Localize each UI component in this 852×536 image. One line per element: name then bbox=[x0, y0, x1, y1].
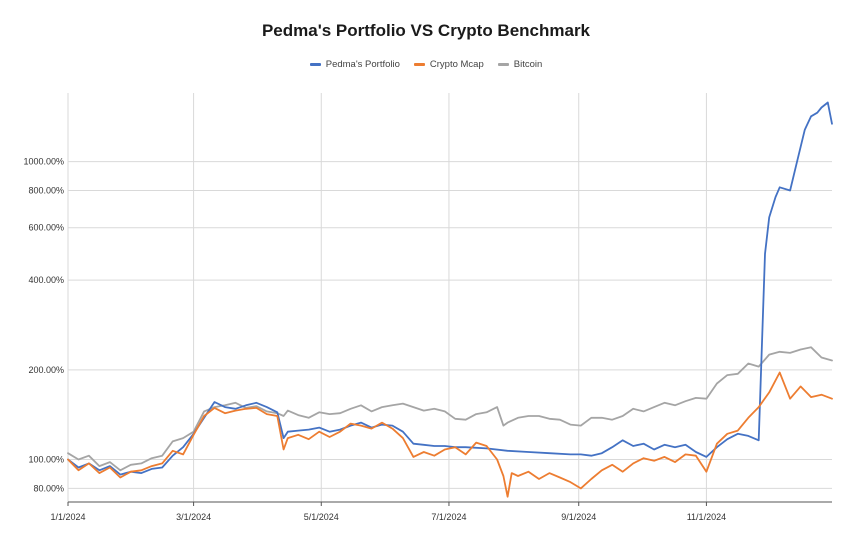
x-tick-label: 11/1/2024 bbox=[687, 512, 726, 522]
legend-label-bitcoin: Bitcoin bbox=[513, 59, 543, 70]
y-tick-label: 100.00% bbox=[28, 455, 64, 465]
y-tick-label: 800.00% bbox=[28, 186, 64, 196]
series-line-crypto-mcap bbox=[67, 371, 833, 498]
chart-axes: 80.00% 100.00% 200.00% 400.00% 600.00% 800.00… bbox=[23, 157, 832, 522]
y-tick-label: 1000.00% bbox=[23, 157, 64, 167]
y-tick-label: 200.00% bbox=[28, 365, 64, 375]
legend-swatch-bitcoin bbox=[497, 63, 509, 66]
legend-item-bitcoin[interactable]: Bitcoin bbox=[497, 59, 543, 70]
x-tick-label: 1/1/2024 bbox=[50, 512, 85, 522]
x-tick-label: 9/1/2024 bbox=[561, 512, 596, 522]
legend-item-crypto-mcap[interactable]: Crypto Mcap bbox=[413, 59, 484, 70]
y-tick-label: 400.00% bbox=[28, 275, 64, 285]
legend-item-portfolio[interactable]: Pedma's Portfolio bbox=[309, 59, 400, 70]
legend-swatch-portfolio bbox=[309, 63, 321, 66]
legend-label-crypto-mcap: Crypto Mcap bbox=[429, 59, 484, 70]
x-tick-label: 7/1/2024 bbox=[431, 512, 466, 522]
legend-swatch-crypto-mcap bbox=[413, 63, 425, 66]
legend: Pedma's Portfolio Crypto Mcap Bitcoin bbox=[0, 59, 852, 70]
chart-grid bbox=[67, 93, 832, 502]
x-tick-label: 3/1/2024 bbox=[176, 512, 211, 522]
series-line-pedma-s-portfolio bbox=[67, 101, 833, 476]
chart-title: Pedma's Portfolio VS Crypto Benchmark bbox=[261, 21, 591, 40]
x-tick-label: 5/1/2024 bbox=[304, 512, 339, 522]
y-tick-label: 600.00% bbox=[28, 223, 64, 233]
series-line-bitcoin bbox=[67, 346, 833, 472]
legend-label-portfolio: Pedma's Portfolio bbox=[325, 59, 400, 70]
y-tick-label: 80.00% bbox=[33, 483, 64, 493]
chart-series bbox=[67, 101, 833, 498]
